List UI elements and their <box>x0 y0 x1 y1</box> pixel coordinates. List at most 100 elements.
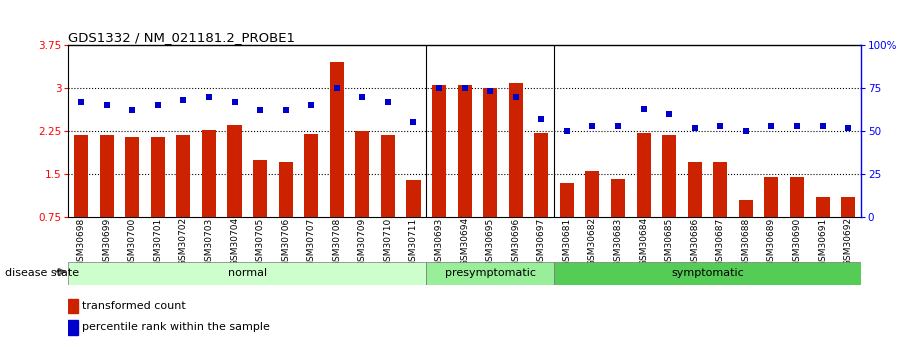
Text: transformed count: transformed count <box>82 301 186 311</box>
Text: GSM30683: GSM30683 <box>613 217 622 267</box>
Text: percentile rank within the sample: percentile rank within the sample <box>82 322 270 332</box>
Bar <box>279 161 292 217</box>
Text: GSM30688: GSM30688 <box>742 217 751 267</box>
Text: GSM30706: GSM30706 <box>281 217 290 267</box>
Bar <box>534 133 548 217</box>
Bar <box>330 62 343 217</box>
Point <box>508 94 523 99</box>
Bar <box>483 88 497 217</box>
Point <box>406 120 421 125</box>
Bar <box>74 135 88 217</box>
Point <box>610 123 625 129</box>
Text: GSM30698: GSM30698 <box>77 217 86 267</box>
Bar <box>304 134 318 217</box>
Bar <box>560 183 574 217</box>
Text: symptomatic: symptomatic <box>671 268 744 278</box>
Point <box>815 123 830 129</box>
Point <box>201 94 216 99</box>
Bar <box>739 200 752 217</box>
Text: GSM30709: GSM30709 <box>358 217 367 267</box>
Point <box>252 108 267 113</box>
Text: GSM30686: GSM30686 <box>691 217 700 267</box>
Text: GSM30681: GSM30681 <box>562 217 571 267</box>
Text: GDS1332 / NM_021181.2_PROBE1: GDS1332 / NM_021181.2_PROBE1 <box>68 31 295 44</box>
Point <box>636 106 650 111</box>
Text: GSM30695: GSM30695 <box>486 217 495 267</box>
Point <box>559 128 574 134</box>
Bar <box>125 137 139 217</box>
Point <box>713 123 728 129</box>
Point <box>585 123 599 129</box>
Point <box>432 85 446 91</box>
Bar <box>381 135 395 217</box>
Text: GSM30685: GSM30685 <box>665 217 673 267</box>
Bar <box>764 177 778 217</box>
Bar <box>586 171 599 217</box>
Bar <box>815 197 830 217</box>
Bar <box>841 197 855 217</box>
Text: GSM30684: GSM30684 <box>640 217 648 266</box>
Bar <box>457 85 472 217</box>
Point <box>739 128 753 134</box>
Text: GSM30696: GSM30696 <box>511 217 520 267</box>
Point <box>662 111 677 117</box>
Text: GSM30705: GSM30705 <box>256 217 264 267</box>
Point <box>330 85 344 91</box>
Bar <box>99 135 114 217</box>
Text: GSM30692: GSM30692 <box>844 217 853 266</box>
Point <box>227 99 241 105</box>
Bar <box>508 83 523 217</box>
Text: GSM30694: GSM30694 <box>460 217 469 266</box>
Point <box>176 97 190 103</box>
Bar <box>790 177 804 217</box>
Text: GSM30704: GSM30704 <box>230 217 239 266</box>
Point <box>125 108 139 113</box>
Bar <box>432 85 446 217</box>
Bar <box>253 160 267 217</box>
Point <box>279 108 293 113</box>
Bar <box>688 161 701 217</box>
Point <box>381 99 395 105</box>
Bar <box>355 131 369 217</box>
Point <box>457 85 472 91</box>
Bar <box>554 262 861 285</box>
Text: GSM30707: GSM30707 <box>307 217 316 267</box>
Point <box>764 123 779 129</box>
Text: GSM30687: GSM30687 <box>716 217 725 267</box>
Point <box>688 125 702 130</box>
Text: normal: normal <box>228 268 267 278</box>
Bar <box>177 135 190 217</box>
Text: GSM30702: GSM30702 <box>179 217 188 266</box>
Point <box>99 102 114 108</box>
Point <box>150 102 165 108</box>
Bar <box>611 179 625 217</box>
Bar <box>151 137 165 217</box>
Text: GSM30703: GSM30703 <box>204 217 213 267</box>
Text: GSM30700: GSM30700 <box>128 217 137 267</box>
Text: GSM30701: GSM30701 <box>153 217 162 267</box>
Bar <box>68 262 426 285</box>
Point <box>534 116 548 122</box>
Point <box>790 123 804 129</box>
Bar <box>637 133 650 217</box>
Point <box>483 89 497 94</box>
Bar <box>68 299 78 313</box>
Point <box>74 99 88 105</box>
Text: presymptomatic: presymptomatic <box>445 268 536 278</box>
Text: GSM30682: GSM30682 <box>588 217 597 266</box>
Bar <box>713 161 727 217</box>
Text: GSM30691: GSM30691 <box>818 217 827 267</box>
Point <box>841 125 855 130</box>
Text: GSM30708: GSM30708 <box>333 217 342 267</box>
Text: GSM30711: GSM30711 <box>409 217 418 267</box>
Point <box>304 102 319 108</box>
Bar <box>202 130 216 217</box>
Text: GSM30699: GSM30699 <box>102 217 111 267</box>
Bar <box>662 135 676 217</box>
Bar <box>228 125 241 217</box>
Text: disease state: disease state <box>5 268 78 278</box>
Bar <box>406 180 421 217</box>
Bar <box>68 320 78 335</box>
Text: GSM30710: GSM30710 <box>384 217 393 267</box>
Point <box>355 94 370 99</box>
